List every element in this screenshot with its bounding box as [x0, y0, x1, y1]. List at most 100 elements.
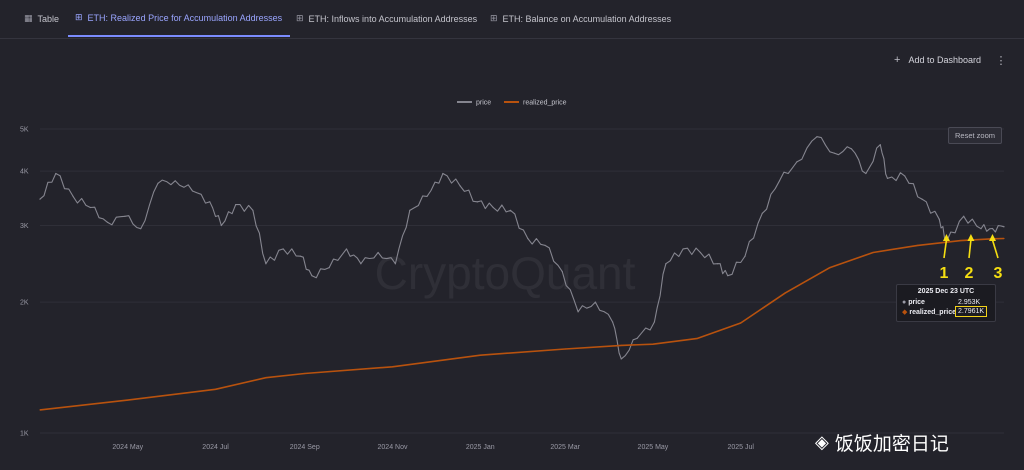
data-point-price	[594, 301, 596, 303]
tooltip: 2025 Dec 23 UTC ● price 2.953K ◆ realize…	[896, 284, 996, 322]
data-point-realized-price	[39, 409, 41, 411]
diamond-logo-icon: ◈	[815, 431, 829, 453]
add-to-dashboard-label: Add to Dashboard	[908, 55, 981, 65]
legend-label-price[interactable]: price	[476, 100, 491, 107]
data-point-price	[850, 148, 853, 150]
tab-balance[interactable]: ⊞ ETH: Balance on Accumulation Addresses	[490, 0, 671, 37]
data-point-realized-price	[917, 244, 919, 246]
data-point-price	[796, 161, 798, 163]
tooltip-price-label: price	[908, 299, 925, 306]
data-point-price	[879, 144, 881, 146]
data-point-realized-price	[652, 343, 654, 345]
data-point-price	[476, 201, 478, 203]
y-tick-label: 3K	[20, 223, 29, 230]
data-point-price	[921, 198, 923, 200]
data-point-price	[328, 267, 330, 269]
data-point-price	[72, 195, 74, 197]
data-point-price	[816, 136, 818, 138]
tooltip-realized-value: 2.7961K	[958, 308, 985, 315]
data-point-price	[252, 209, 254, 211]
reset-zoom-button[interactable]: Reset zoom	[948, 127, 1002, 144]
data-point-realized-price	[127, 399, 129, 401]
data-point-realized-price	[872, 251, 874, 254]
y-tick-label: 4K	[20, 169, 29, 176]
data-point-price	[991, 227, 994, 230]
tooltip-date: 2025 Dec 23 UTC	[917, 288, 975, 295]
data-point-price	[980, 228, 982, 230]
annotation-arrowhead	[942, 234, 950, 241]
data-point-price	[55, 172, 57, 175]
x-tick-label: 2025 Jul	[727, 444, 754, 451]
data-point-price	[360, 263, 362, 265]
series-line-price[interactable]	[39, 136, 1005, 360]
x-tick-label: 2025 May	[638, 444, 669, 451]
data-point-realized-price	[960, 239, 962, 242]
data-point-realized-price	[829, 267, 831, 269]
data-point-price	[778, 180, 781, 182]
more-icon[interactable]: ⋮	[995, 54, 1007, 67]
data-point-realized-price	[740, 322, 742, 324]
chart-icon: ⊞	[490, 13, 498, 23]
data-point-realized-price	[564, 348, 566, 350]
data-point-price	[727, 275, 729, 277]
data-point-realized-price	[696, 337, 699, 340]
y-tick-label: 1K	[20, 431, 29, 438]
data-point-price	[577, 311, 579, 313]
data-point-price	[509, 209, 512, 211]
data-point-price	[865, 172, 867, 175]
annotation-arrow	[943, 239, 948, 259]
y-tick-label: 5K	[20, 127, 29, 134]
x-tick-label: 2024 Jul	[202, 444, 229, 451]
data-point-price	[299, 255, 302, 257]
x-tick-label: 2024 Sep	[290, 444, 320, 451]
data-point-price	[1003, 226, 1005, 228]
data-point-price	[665, 263, 667, 265]
source-watermark-text: 饭饭加密日记	[834, 432, 949, 455]
data-point-price	[157, 182, 159, 184]
data-point-price	[265, 263, 267, 265]
x-tick-label: 2024 May	[112, 444, 143, 451]
realized-diamond-icon: ◆	[902, 309, 908, 316]
data-point-price	[377, 251, 379, 254]
data-point-realized-price	[304, 372, 306, 375]
annotation-label: 3	[994, 265, 1003, 282]
data-point-price	[345, 248, 348, 250]
data-point-price	[174, 180, 176, 182]
data-point-realized-price	[479, 354, 481, 356]
data-point-price	[426, 195, 428, 197]
cryptoquant-watermark: CryptoQuant	[375, 247, 636, 299]
data-point-price	[124, 215, 126, 217]
data-point-price	[311, 275, 313, 277]
tab-label: ETH: Realized Price for Accumulation Add…	[87, 12, 283, 23]
source-watermark: ◈ 饭饭加密日记	[815, 427, 949, 457]
table-icon: ▦	[24, 13, 33, 23]
data-point-realized-price	[784, 292, 786, 294]
data-point-price	[220, 224, 222, 227]
annotation-arrowhead	[988, 234, 996, 241]
data-point-price	[492, 206, 494, 209]
add-to-dashboard-button[interactable]: + Add to Dashboard	[886, 50, 989, 70]
data-point-realized-price	[1003, 237, 1005, 240]
data-point-price	[282, 248, 284, 250]
tab-realized-price[interactable]: ⊞ ETH: Realized Price for Accumulation A…	[68, 0, 291, 37]
tab-inflows[interactable]: ⊞ ETH: Inflows into Accumulation Address…	[296, 0, 477, 37]
highlight-box	[955, 306, 987, 317]
tooltip-price-row: ● price	[902, 299, 925, 306]
annotation-label: 1	[940, 265, 949, 282]
data-point-price	[636, 337, 638, 340]
data-point-price	[744, 255, 746, 257]
data-point-price	[653, 321, 655, 323]
x-tick-label: 2025 Mar	[550, 444, 580, 451]
tab-label: ETH: Inflows into Accumulation Addresses	[308, 13, 478, 24]
data-point-price	[89, 206, 91, 209]
tab-table[interactable]: ▦ Table	[24, 0, 59, 37]
price-dot-icon: ●	[902, 299, 907, 306]
tooltip-realized-label: realized_price	[909, 309, 957, 316]
legend-label-realized-price[interactable]: realized_price	[523, 100, 567, 107]
data-point-realized-price	[214, 388, 217, 390]
data-point-price	[886, 177, 889, 179]
data-point-price	[409, 209, 411, 211]
data-point-price	[140, 228, 142, 230]
y-tick-label: 2K	[20, 300, 29, 307]
